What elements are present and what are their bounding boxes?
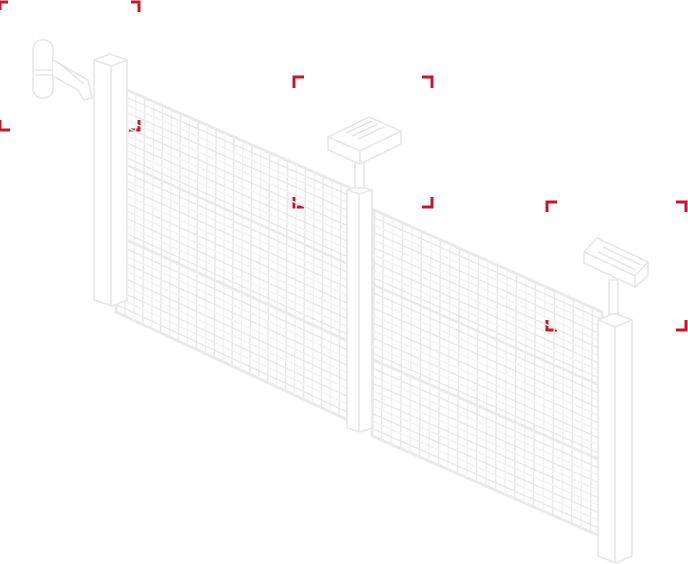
mesh-wire-horizontal	[116, 235, 349, 344]
mesh-wire-horizontal	[371, 420, 601, 522]
focus-bracket-icon	[676, 200, 688, 212]
focus-bracket-icon	[545, 200, 557, 212]
mesh-wire-horizontal	[117, 138, 350, 243]
mesh-wire-horizontal	[372, 344, 602, 448]
mesh-wire-horizontal	[117, 107, 351, 212]
mesh-wire-horizontal	[372, 322, 602, 425]
focus-bracket-icon	[292, 197, 304, 209]
mesh-wire-horizontal	[372, 397, 601, 500]
mesh-wire-horizontal	[372, 307, 602, 410]
mesh-wire-horizontal	[116, 220, 350, 328]
gate-stiffener	[116, 159, 350, 266]
gate-stiffener	[116, 234, 350, 343]
right-gate-post	[597, 312, 633, 564]
mesh-wire-horizontal	[115, 288, 349, 398]
mesh-wire-horizontal	[372, 292, 602, 395]
mesh-wire-horizontal	[116, 168, 350, 274]
swing-gate-operator	[32, 39, 93, 101]
left-gate-post	[93, 53, 128, 307]
mesh-wire-horizontal	[372, 299, 602, 403]
focus-bracket-icon	[422, 75, 434, 88]
mesh-wire-horizontal	[372, 382, 601, 485]
mesh-wire-horizontal	[373, 216, 603, 321]
mesh-wire-horizontal	[116, 243, 349, 352]
mesh-wire-horizontal	[116, 198, 350, 305]
gate-stiffener	[372, 358, 602, 461]
mesh-wire-horizontal	[116, 175, 350, 282]
focus-bracket-icon	[422, 197, 434, 209]
gate-operator-icon	[32, 39, 54, 99]
mesh-wire-horizontal	[117, 92, 351, 197]
mesh-wire-horizontal	[373, 277, 602, 380]
mesh-wire-horizontal	[371, 405, 601, 507]
mesh-wire-horizontal	[373, 262, 602, 365]
mesh-wire-horizontal	[373, 224, 603, 328]
center-gate-post	[346, 185, 373, 433]
focus-bracket-icon	[0, 120, 10, 132]
right-flash-lamp	[583, 237, 649, 315]
focus-bracket-icon	[131, 0, 141, 12]
gate-stiffener	[372, 283, 602, 388]
mesh-wire-horizontal	[373, 246, 602, 351]
focus-bracket-icon	[676, 320, 688, 332]
mesh-wire-horizontal	[116, 205, 350, 313]
mesh-wire-horizontal	[373, 231, 603, 336]
mesh-wire-horizontal	[371, 427, 601, 530]
mesh-wire-horizontal	[116, 266, 349, 375]
mesh-wire-horizontal	[116, 228, 350, 336]
mesh-wire-horizontal	[117, 115, 351, 220]
mesh-wire-horizontal	[117, 130, 350, 236]
mesh-wire-horizontal	[373, 239, 603, 343]
focus-frame-photocell-center	[292, 75, 434, 209]
right-gate-leaf	[370, 207, 604, 539]
focus-bracket-icon	[292, 75, 304, 88]
mesh-wire-horizontal	[115, 296, 349, 406]
mesh-wire-horizontal	[372, 367, 601, 470]
mesh-wire-horizontal	[372, 337, 602, 440]
mesh-wire-horizontal	[372, 375, 601, 477]
mesh-wire-horizontal	[373, 254, 602, 358]
left-gate-leaf	[114, 83, 352, 423]
mesh-wire-horizontal	[115, 281, 349, 390]
mesh-wire-horizontal	[117, 122, 350, 228]
center-flash-lamp	[327, 116, 402, 189]
mesh-wire-horizontal	[116, 258, 349, 367]
mesh-wire-horizontal	[117, 100, 351, 205]
mesh-wire-horizontal	[116, 273, 349, 383]
mesh-wire-horizontal	[117, 153, 350, 259]
mesh-wire-horizontal	[372, 359, 601, 463]
mesh-wire-horizontal	[372, 329, 602, 433]
mesh-wire-horizontal	[372, 352, 602, 455]
focus-bracket-icon	[0, 0, 8, 10]
mesh-wire-horizontal	[373, 269, 602, 373]
mesh-wire-horizontal	[371, 412, 601, 515]
mesh-wire-horizontal	[116, 183, 350, 290]
mesh-wire-horizontal	[372, 390, 601, 492]
mesh-wire-horizontal	[117, 145, 350, 251]
mesh-wire-horizontal	[116, 190, 350, 297]
mesh-wire-horizontal	[115, 303, 349, 413]
mesh-wire-horizontal	[372, 314, 602, 418]
mesh-wire-horizontal	[116, 213, 350, 321]
mesh-wire-horizontal	[116, 251, 349, 359]
